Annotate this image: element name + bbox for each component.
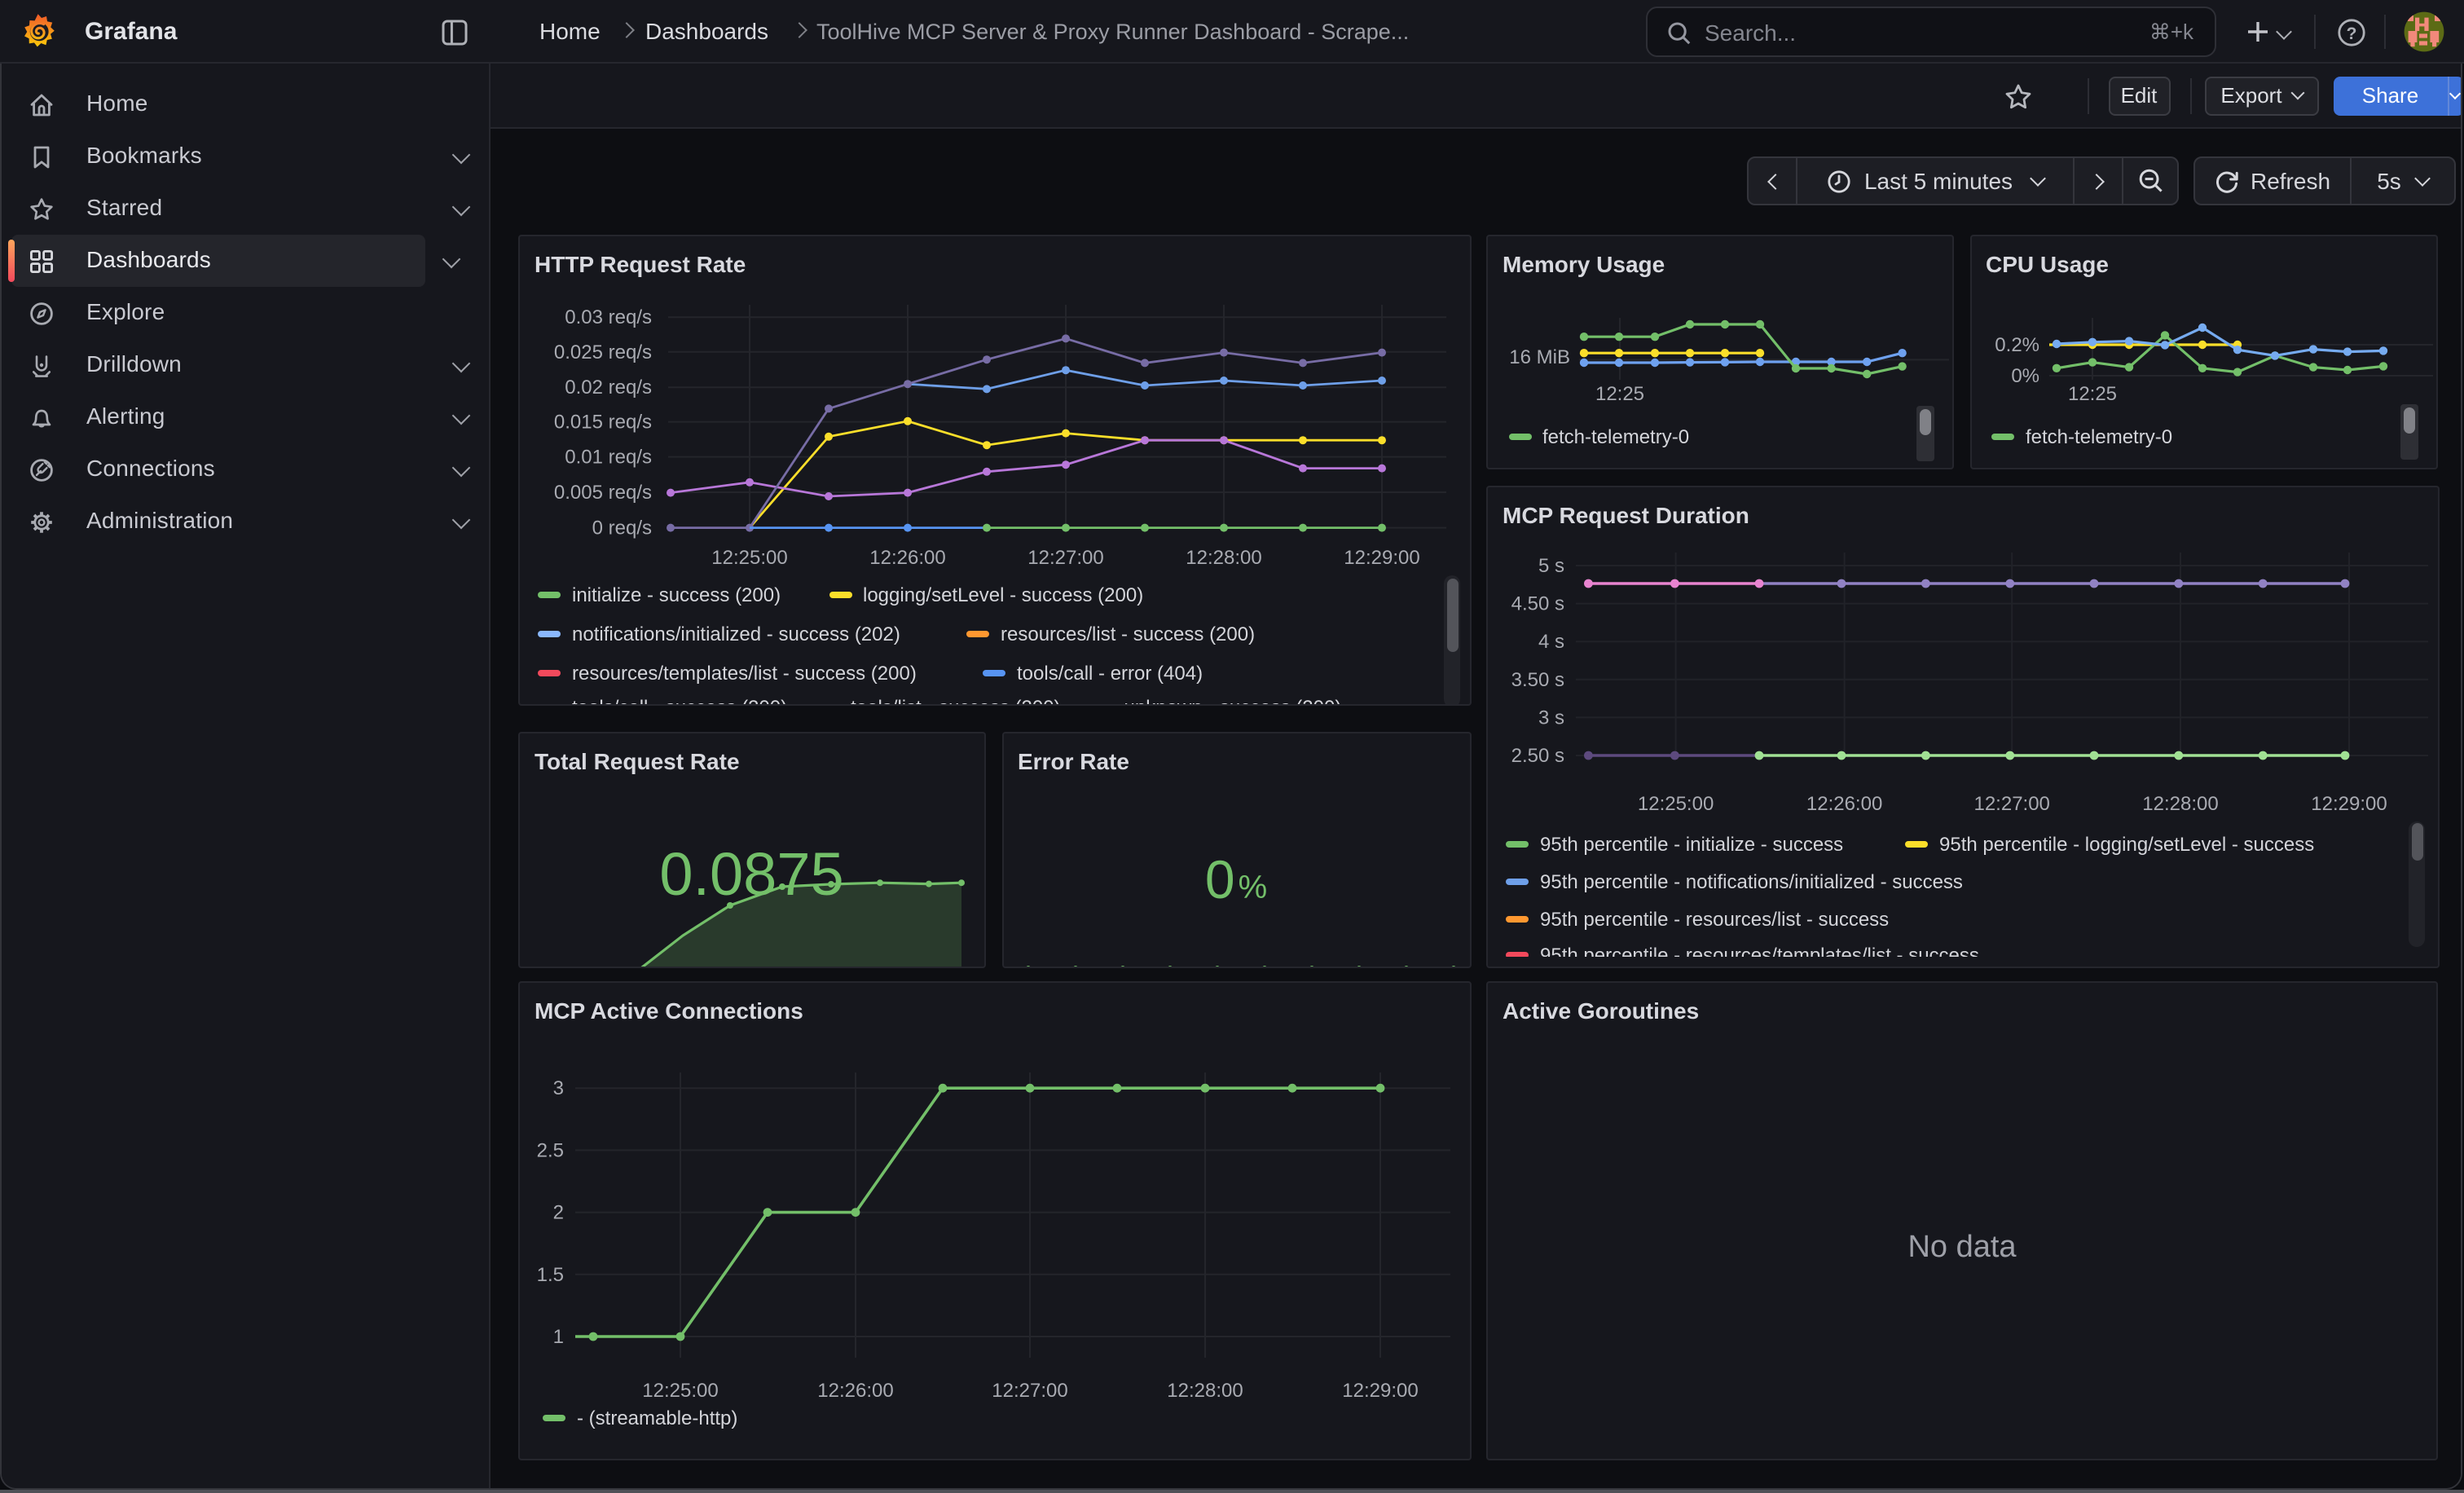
svg-text:12:29:00: 12:29:00 (1344, 547, 1419, 569)
svg-text:12:26:00: 12:26:00 (817, 1380, 893, 1402)
svg-text:3.50 s: 3.50 s (1511, 668, 1564, 690)
svg-text:12:25:00: 12:25:00 (642, 1380, 718, 1402)
svg-text:12:25: 12:25 (2067, 383, 2116, 405)
svg-text:12:28:00: 12:28:00 (2142, 792, 2218, 814)
svg-text:12:27:00: 12:27:00 (1027, 547, 1103, 569)
svg-text:0 req/s: 0 req/s (592, 517, 652, 540)
svg-text:2: 2 (553, 1202, 564, 1224)
svg-text:0%: 0% (2010, 365, 2039, 387)
svg-text:0.03 req/s: 0.03 req/s (565, 306, 652, 328)
svg-text:2.5: 2.5 (537, 1139, 564, 1161)
svg-text:12:25: 12:25 (1595, 383, 1644, 405)
svg-text:12:28:00: 12:28:00 (1167, 1380, 1243, 1402)
svg-text:12:29:00: 12:29:00 (1342, 1380, 1418, 1402)
svg-text:0.025 req/s: 0.025 req/s (554, 341, 652, 363)
svg-text:0.005 req/s: 0.005 req/s (554, 482, 652, 504)
svg-text:4.50 s: 4.50 s (1511, 592, 1564, 614)
svg-text:?: ? (2347, 24, 2357, 43)
svg-text:12:26:00: 12:26:00 (1806, 792, 1882, 814)
svg-text:12:28:00: 12:28:00 (1186, 547, 1261, 569)
svg-text:1: 1 (553, 1326, 564, 1348)
svg-text:12:25:00: 12:25:00 (1638, 792, 1714, 814)
svg-text:0.2%: 0.2% (1994, 334, 2039, 356)
svg-text:12:27:00: 12:27:00 (992, 1380, 1067, 1402)
svg-text:16 MiB: 16 MiB (1509, 346, 1570, 368)
svg-text:0.01 req/s: 0.01 req/s (565, 447, 652, 469)
svg-text:12:27:00: 12:27:00 (1973, 792, 2049, 814)
svg-text:3: 3 (553, 1077, 564, 1099)
svg-text:4 s: 4 s (1538, 630, 1564, 652)
svg-text:2.50 s: 2.50 s (1511, 744, 1564, 766)
svg-text:1.5: 1.5 (537, 1264, 564, 1286)
svg-text:0.015 req/s: 0.015 req/s (554, 412, 652, 434)
svg-text:12:29:00: 12:29:00 (2311, 792, 2387, 814)
svg-text:12:25:00: 12:25:00 (711, 547, 787, 569)
svg-text:12:26:00: 12:26:00 (869, 547, 945, 569)
svg-text:3 s: 3 s (1538, 706, 1564, 728)
svg-text:5 s: 5 s (1538, 554, 1564, 576)
svg-text:0.02 req/s: 0.02 req/s (565, 377, 652, 399)
